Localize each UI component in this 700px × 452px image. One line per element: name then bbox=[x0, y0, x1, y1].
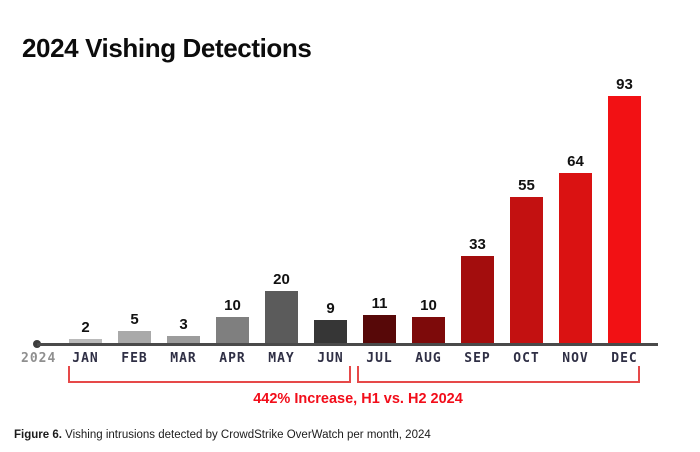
x-axis-label-mar: MAR bbox=[170, 351, 197, 366]
bar-dec bbox=[608, 96, 641, 344]
bar-mar bbox=[167, 336, 200, 344]
bar-column-mar: 3 bbox=[159, 70, 208, 344]
bar-value-label: 64 bbox=[567, 153, 584, 171]
bar-value-label: 5 bbox=[130, 310, 139, 328]
bar-value-label: 11 bbox=[371, 294, 388, 312]
increase-annotation: 442% Increase, H1 vs. H2 2024 bbox=[253, 391, 463, 407]
bar-column-jan: 2 bbox=[61, 70, 110, 344]
bar-value-label: 55 bbox=[518, 177, 535, 195]
bar-value-label: 9 bbox=[326, 300, 335, 317]
x-axis-label-feb: FEB bbox=[121, 351, 148, 366]
x-axis-label-jul: JUL bbox=[366, 351, 393, 366]
bar-jun bbox=[314, 320, 347, 344]
bar-column-feb: 5 bbox=[110, 70, 159, 344]
figure-caption-text: Vishing intrusions detected by CrowdStri… bbox=[61, 429, 431, 441]
bar-jan bbox=[69, 338, 102, 344]
bar-column-apr: 10 bbox=[208, 70, 257, 344]
bar-nov bbox=[559, 173, 592, 344]
bar-value-label: 10 bbox=[420, 297, 437, 315]
bar-column-nov: 64 bbox=[551, 70, 600, 344]
x-axis-label-oct: OCT bbox=[513, 351, 540, 366]
bar-column-sep: 33 bbox=[453, 70, 502, 344]
bar-value-label: 10 bbox=[224, 297, 241, 315]
x-axis-label-apr: APR bbox=[219, 351, 246, 366]
bar-sep bbox=[461, 256, 494, 344]
x-axis-label-jan: JAN bbox=[72, 351, 99, 366]
h2-range-bracket bbox=[357, 366, 640, 383]
bar-column-jun: 9 bbox=[306, 70, 355, 344]
x-axis-year-label: 2024 bbox=[21, 351, 57, 366]
bar-column-may: 20 bbox=[257, 70, 306, 344]
bar-value-label: 2 bbox=[81, 318, 90, 336]
bar-value-label: 3 bbox=[179, 316, 188, 333]
bar-column-oct: 55 bbox=[502, 70, 551, 344]
x-axis-label-sep: SEP bbox=[464, 351, 491, 366]
figure-caption-prefix: Figure 6. bbox=[14, 429, 62, 441]
figure-caption: Figure 6. Vishing intrusions detected by… bbox=[14, 429, 431, 441]
bar-column-aug: 10 bbox=[404, 70, 453, 344]
bar-value-label: 20 bbox=[273, 270, 290, 288]
x-axis-label-jun: JUN bbox=[317, 351, 344, 366]
bar-column-jul: 11 bbox=[355, 70, 404, 344]
x-axis-label-dec: DEC bbox=[611, 351, 638, 366]
bar-apr bbox=[216, 317, 249, 344]
bar-may bbox=[265, 290, 298, 344]
bar-chart-plot-area: 2 5 3 10 20 9 11 10 33 55 64 93 bbox=[61, 70, 649, 344]
x-axis-line bbox=[37, 343, 658, 346]
bar-column-dec: 93 bbox=[600, 70, 649, 344]
bar-oct bbox=[510, 197, 543, 344]
x-axis-label-aug: AUG bbox=[415, 351, 442, 366]
bar-feb bbox=[118, 330, 151, 344]
x-axis-label-may: MAY bbox=[268, 351, 295, 366]
bar-value-label: 33 bbox=[469, 236, 486, 253]
x-axis-labels: JAN FEB MAR APR MAY JUN JUL AUG SEP OCT NOV DEC bbox=[61, 351, 649, 366]
h1-range-bracket bbox=[68, 366, 351, 383]
x-axis-label-nov: NOV bbox=[562, 351, 589, 366]
bar-aug bbox=[412, 317, 445, 344]
bar-value-label: 93 bbox=[616, 76, 633, 93]
bar-jul bbox=[363, 314, 396, 344]
chart-title: 2024 Vishing Detections bbox=[22, 33, 312, 63]
